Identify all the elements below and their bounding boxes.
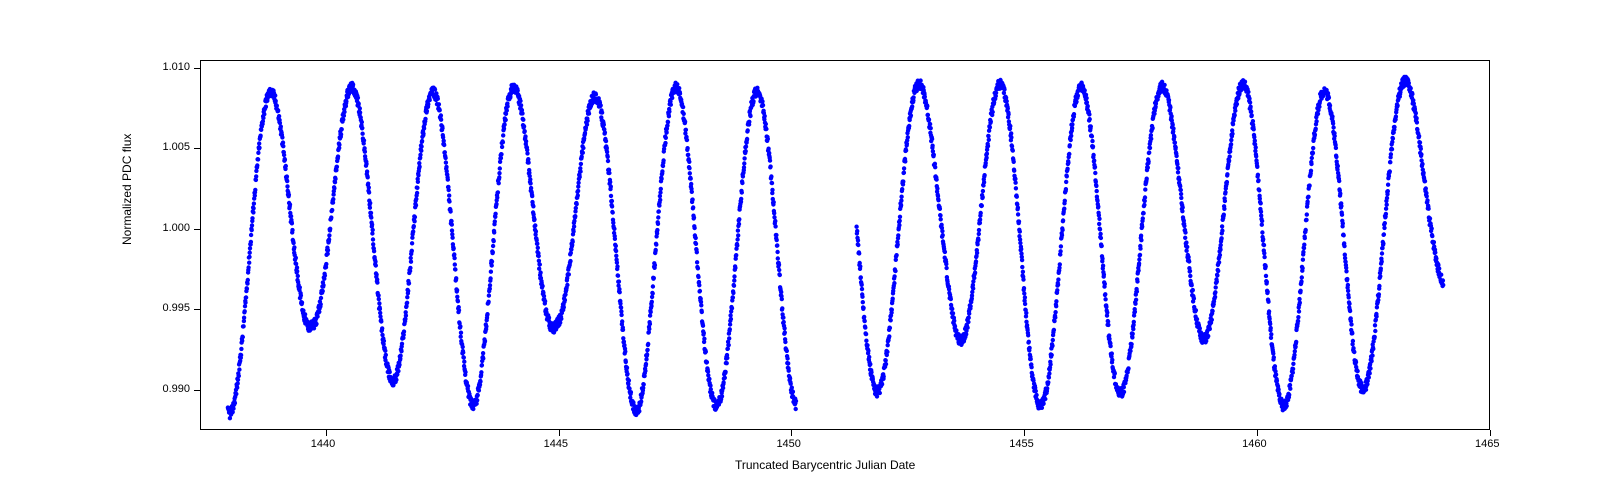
x-tick bbox=[326, 430, 327, 436]
x-tick bbox=[1024, 430, 1025, 436]
x-tick-label: 1450 bbox=[776, 438, 800, 450]
y-tick bbox=[194, 390, 200, 391]
y-tick-label: 1.010 bbox=[140, 61, 190, 73]
y-tick-label: 0.995 bbox=[140, 302, 190, 314]
x-tick-label: 1445 bbox=[544, 438, 568, 450]
x-tick-label: 1455 bbox=[1009, 438, 1033, 450]
x-tick bbox=[791, 430, 792, 436]
y-tick-label: 1.005 bbox=[140, 141, 190, 153]
x-tick bbox=[1490, 430, 1491, 436]
y-tick bbox=[194, 229, 200, 230]
lightcurve-chart: Truncated Barycentric Julian Date Normal… bbox=[0, 0, 1600, 500]
x-axis-label: Truncated Barycentric Julian Date bbox=[735, 458, 915, 472]
y-tick bbox=[194, 148, 200, 149]
y-tick-label: 0.990 bbox=[140, 383, 190, 395]
x-tick-label: 1440 bbox=[311, 438, 335, 450]
y-tick bbox=[194, 68, 200, 69]
data-layer bbox=[0, 0, 1600, 500]
y-tick bbox=[194, 309, 200, 310]
x-tick bbox=[559, 430, 560, 436]
y-axis-label: Normalized PDC flux bbox=[120, 134, 134, 245]
x-tick bbox=[1257, 430, 1258, 436]
x-tick-label: 1465 bbox=[1475, 438, 1499, 450]
x-tick-label: 1460 bbox=[1242, 438, 1266, 450]
scatter-points bbox=[226, 75, 1446, 421]
y-tick-label: 1.000 bbox=[140, 222, 190, 234]
